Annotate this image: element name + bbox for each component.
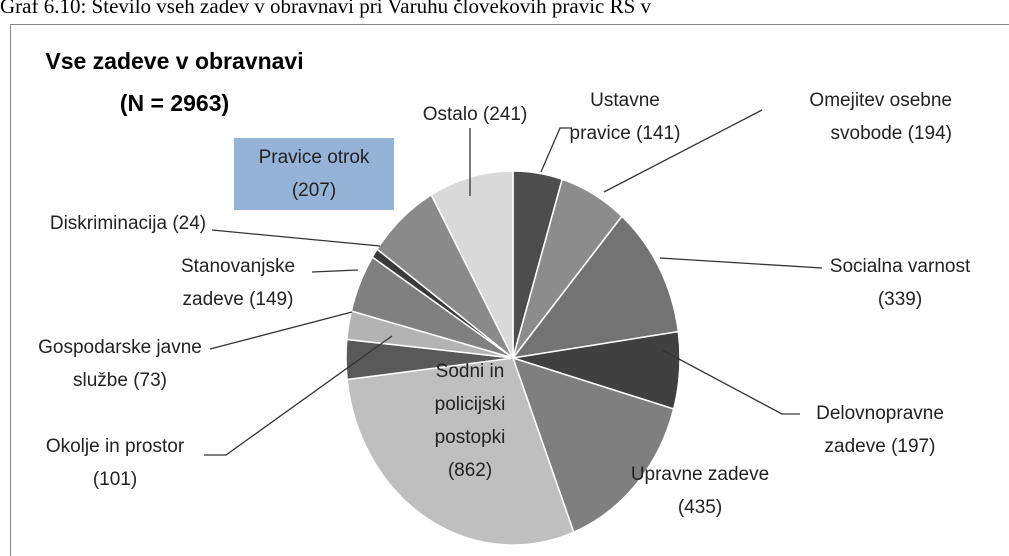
pie-slice bbox=[511, 215, 680, 360]
leader-line bbox=[311, 269, 359, 273]
value-label: (241) bbox=[482, 104, 528, 125]
value-label: (149) bbox=[249, 289, 294, 310]
category-name: Socialna varnost bbox=[829, 256, 971, 277]
slice-label: Gospodarske javne službe (73) bbox=[25, 331, 215, 397]
slice-label: Okolje in prostor (101) bbox=[25, 430, 205, 496]
leader-line bbox=[540, 127, 572, 173]
leader-line bbox=[661, 349, 800, 415]
value-label: (194) bbox=[907, 123, 952, 144]
value-label: (207) bbox=[291, 180, 337, 201]
caption: Graf 6.10: Število vseh zadev v obravnav… bbox=[0, 0, 652, 18]
category-name: Upravne zadeve bbox=[630, 464, 770, 485]
leader-line bbox=[659, 257, 823, 269]
category-name: Ostalo bbox=[422, 104, 478, 125]
leader-line bbox=[209, 311, 353, 350]
category-name: Stanovanjske zadeve bbox=[180, 256, 296, 310]
value-label: (101) bbox=[92, 469, 138, 490]
slice-label: Sodni in policijski postopki (862) bbox=[420, 355, 520, 487]
category-name: Pravice otrok bbox=[258, 147, 370, 168]
category-name: Sodni in policijski postopki bbox=[434, 361, 506, 448]
category-name: Diskriminacija bbox=[49, 213, 168, 234]
value-label: (73) bbox=[133, 370, 167, 391]
slice-label: Pravice otrok (207) bbox=[234, 138, 394, 210]
pie-slice bbox=[430, 170, 514, 359]
category-name: Gospodarske javne službe bbox=[38, 337, 202, 391]
pie bbox=[345, 170, 681, 546]
category-name: Omejitev osebne svobode bbox=[809, 90, 952, 144]
value-label: (862) bbox=[447, 460, 493, 481]
category-name: Okolje in prostor bbox=[45, 436, 185, 457]
value-label: (339) bbox=[877, 289, 923, 310]
value-label: (197) bbox=[891, 436, 936, 457]
slice-label: Diskriminacija (24) bbox=[48, 207, 208, 240]
slice-label: Socialna varnost (339) bbox=[813, 250, 988, 316]
chart-subtitle: (N = 2963) bbox=[119, 90, 230, 116]
value-label: (141) bbox=[636, 123, 681, 144]
leader-line bbox=[204, 335, 393, 456]
slice-label: Upravne zadeve (435) bbox=[618, 458, 783, 524]
slice-label: Ustavne pravice (141) bbox=[558, 84, 693, 150]
category-name: Ustavne pravice bbox=[569, 90, 660, 144]
leader-line bbox=[603, 109, 763, 193]
value-label: (24) bbox=[172, 213, 207, 234]
chart-title: Vse zadeve v obravnavi bbox=[45, 48, 304, 74]
pie-slice bbox=[346, 357, 575, 546]
pie-slice bbox=[511, 356, 675, 534]
slice-label: Omejitev osebne svobode (194) bbox=[752, 84, 952, 150]
slice-label: Delovnopravne zadeve (197) bbox=[800, 397, 960, 463]
leader-line bbox=[211, 229, 381, 247]
title-block: Vse zadeve v obravnavi (N = 2963) bbox=[22, 40, 327, 124]
slice-label: Stanovanjske zadeve (149) bbox=[161, 250, 316, 316]
category-name: Delovnopravne zadeve bbox=[816, 403, 944, 457]
value-label: (435) bbox=[677, 497, 723, 518]
chart-frame bbox=[10, 24, 1009, 556]
slice-label: Ostalo (241) bbox=[400, 98, 550, 131]
leader-lines bbox=[204, 109, 823, 456]
